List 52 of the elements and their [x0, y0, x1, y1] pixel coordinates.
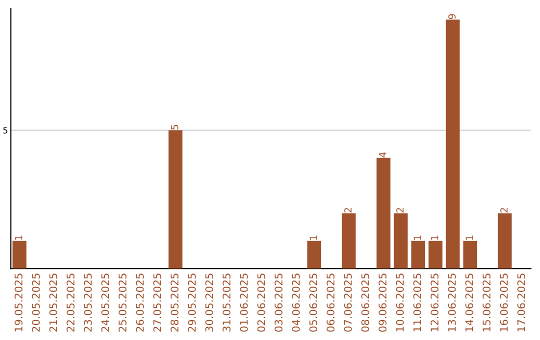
data-label: 1: [466, 236, 473, 240]
x-tick-label: 07.06.2025: [344, 274, 352, 332]
data-label: 4: [379, 152, 386, 158]
x-tick-label: 14.06.2025: [465, 274, 474, 332]
x-tick-label: 12.06.2025: [430, 274, 439, 332]
x-tick-label: 02.06.2025: [257, 274, 266, 332]
x-tick-label: 17.06.2025: [517, 274, 526, 332]
x-tick-label: 28.05.2025: [170, 274, 178, 332]
bar: [428, 240, 442, 269]
data-label: 1: [310, 236, 317, 240]
x-tick-label: 21.05.2025: [49, 274, 58, 332]
x-tick-label: 31.05.2025: [222, 274, 230, 332]
data-label: 9: [448, 14, 456, 19]
data-label: 2: [500, 208, 508, 213]
x-tick-label: 06.06.2025: [326, 274, 334, 332]
x-tick-label: 22.05.2025: [66, 274, 74, 332]
bar: [12, 240, 26, 269]
x-tick-label: 19.05.2025: [14, 274, 22, 332]
x-tick-label: 04.06.2025: [292, 274, 300, 332]
x-tick-label: 29.05.2025: [188, 274, 196, 332]
x-tick-label: 25.05.2025: [118, 274, 126, 332]
x-tick-label: 01.06.2025: [240, 274, 248, 332]
bar: [498, 213, 512, 269]
x-tick-label: 09.06.2025: [378, 274, 387, 332]
x-tick-label: 30.05.2025: [205, 274, 214, 332]
bar: [463, 240, 478, 269]
bar: [307, 240, 322, 269]
x-tick-label: 26.05.2025: [136, 274, 144, 332]
data-label: 2: [396, 208, 404, 213]
bar: [342, 213, 356, 269]
bar: [411, 240, 426, 269]
x-tick-label: 15.06.2025: [482, 274, 491, 332]
bar: [168, 130, 182, 269]
x-tick-label: 05.06.2025: [309, 274, 318, 332]
bar: [376, 158, 390, 269]
x-tick-label: 27.05.2025: [153, 274, 162, 332]
x-tick-label: 03.06.2025: [274, 274, 282, 332]
x-tick-label: 10.06.2025: [396, 274, 404, 332]
bar: [446, 20, 460, 269]
x-tick-label: 24.05.2025: [101, 274, 110, 332]
bar: [394, 213, 408, 269]
x-tick-label: 13.06.2025: [448, 274, 456, 332]
data-label: 1: [414, 236, 421, 240]
x-tick-label: 20.05.2025: [32, 274, 40, 332]
data-label: 5: [171, 124, 178, 130]
x-tick-label: 11.06.2025: [413, 274, 422, 332]
x-tick-label: 16.06.2025: [500, 274, 508, 332]
data-label: 2: [344, 208, 352, 213]
data-label: 1: [431, 236, 438, 240]
data-label: 1: [15, 236, 22, 240]
x-tick-label: 08.06.2025: [361, 274, 370, 332]
x-tick-label: 23.05.2025: [84, 274, 92, 332]
